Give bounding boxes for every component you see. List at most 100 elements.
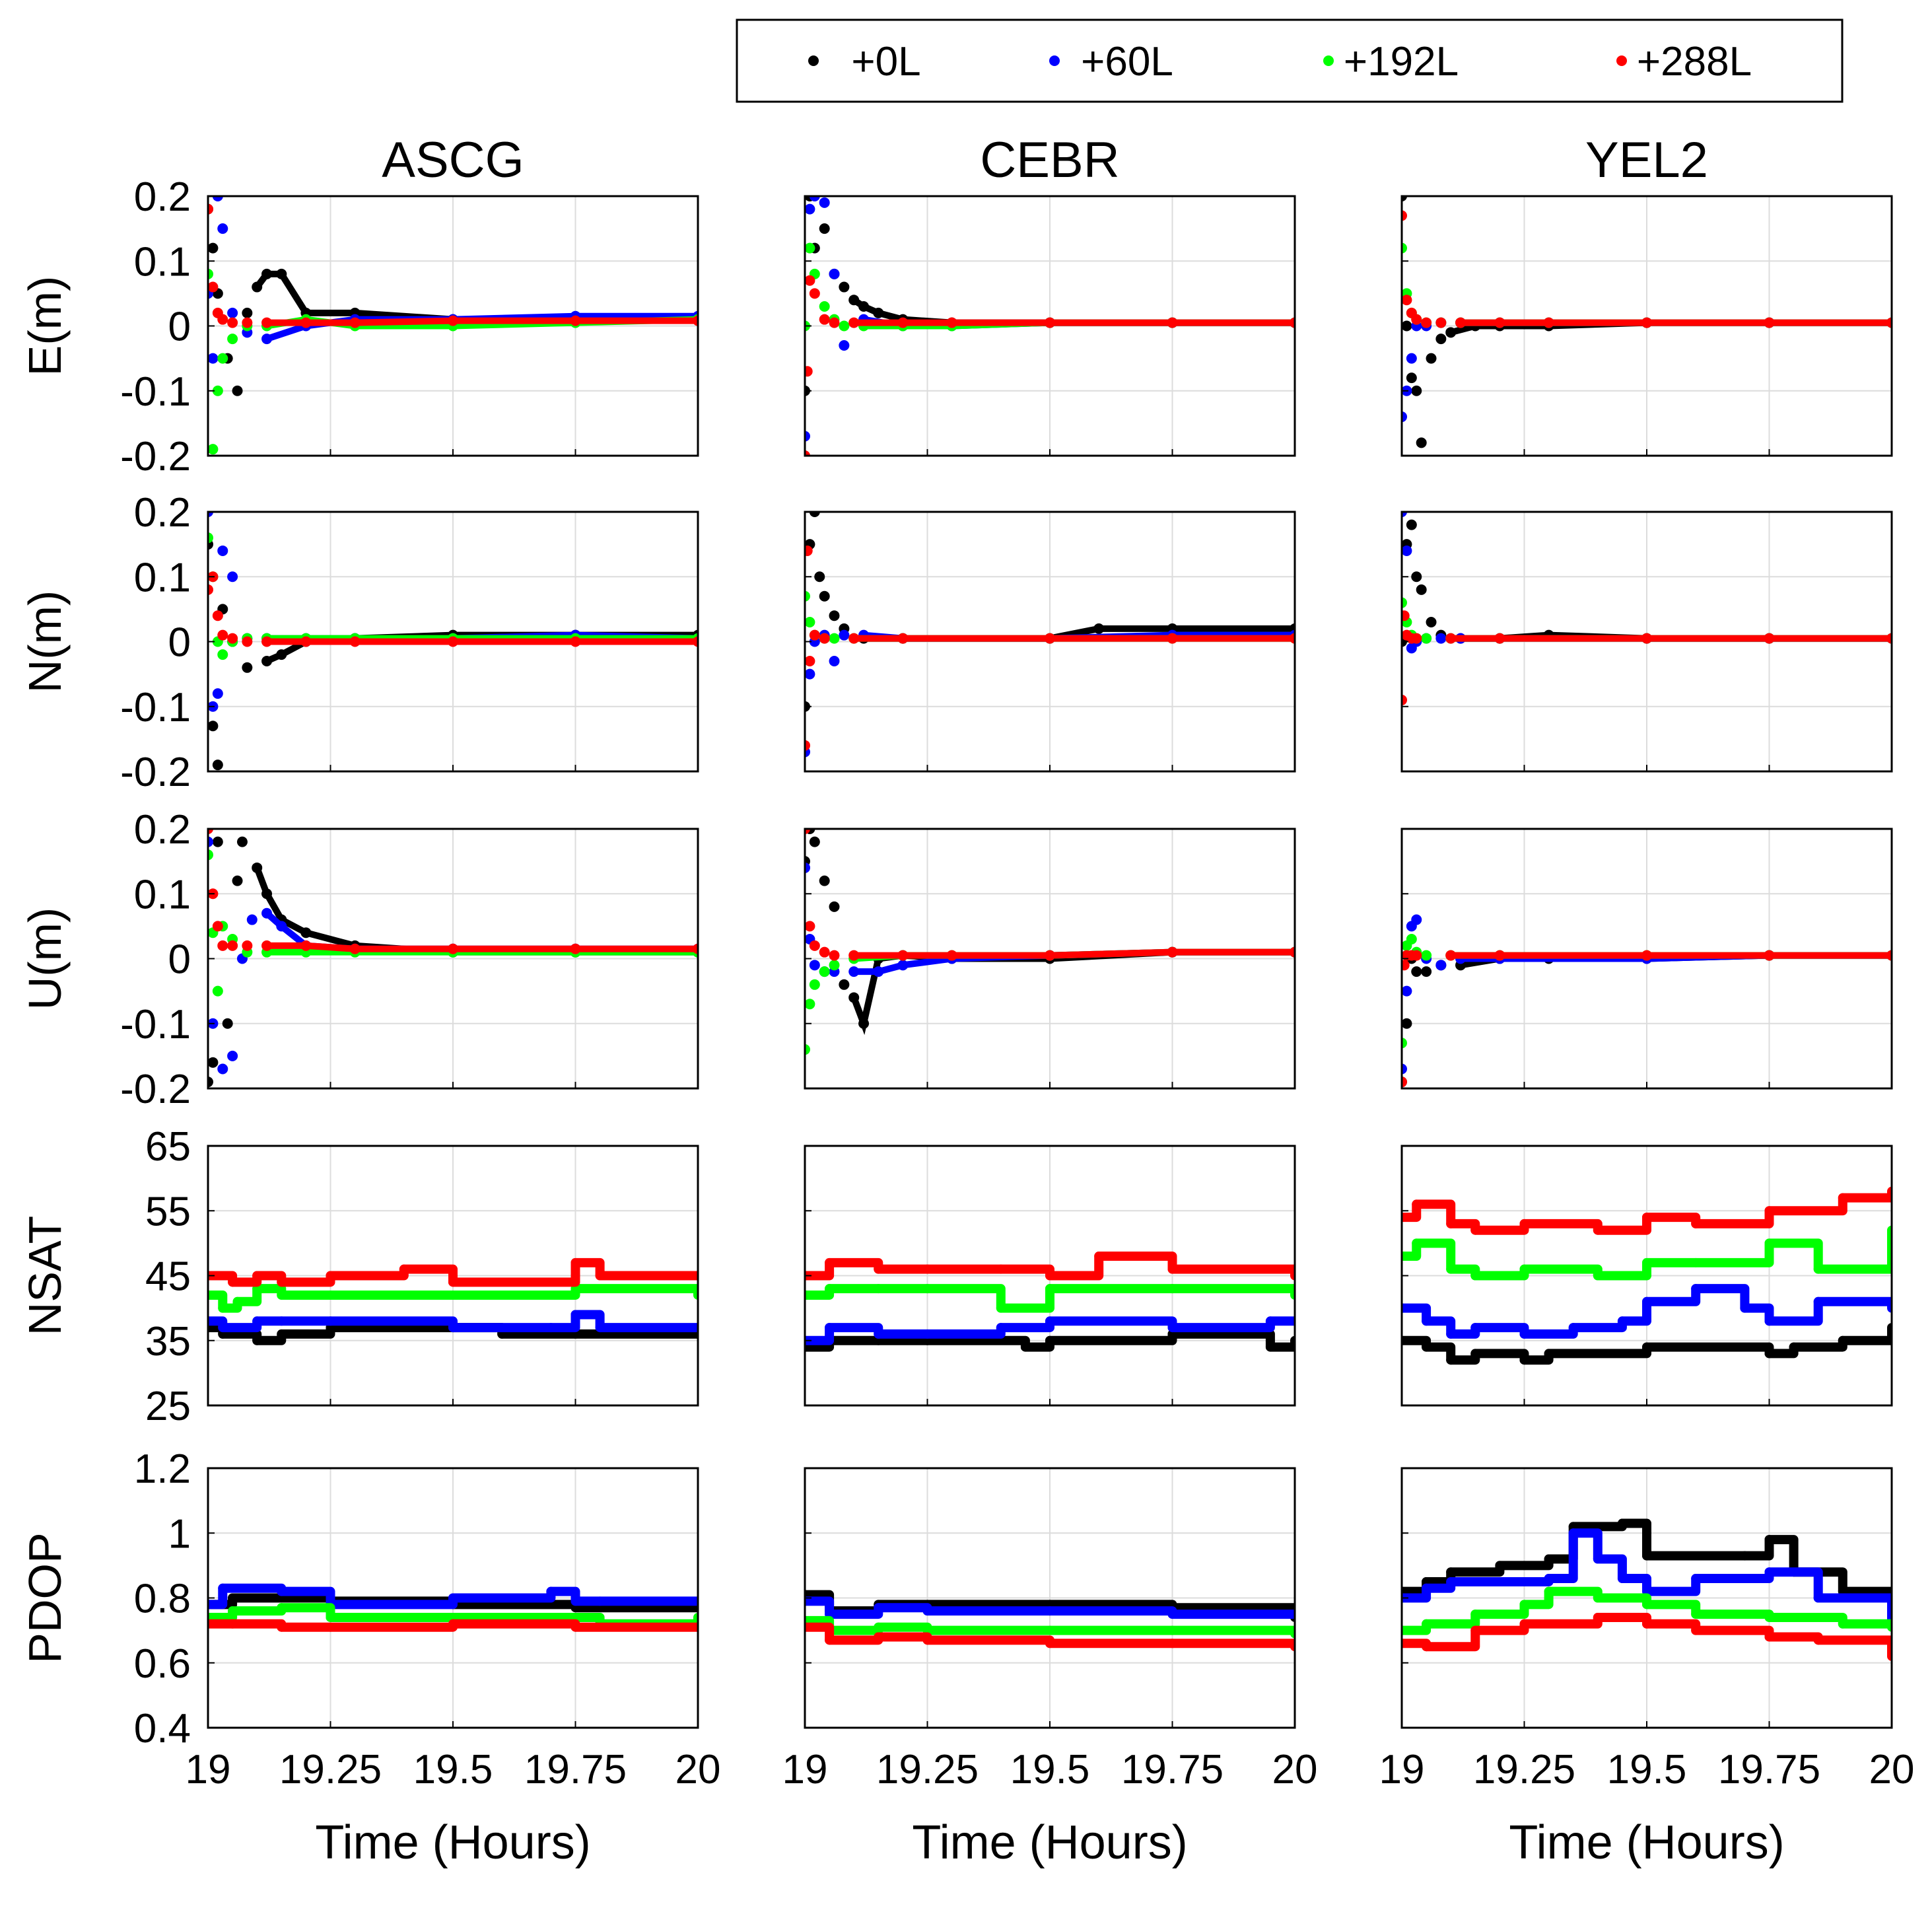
series-plus-192L-point xyxy=(326,1290,335,1300)
series-plus-60L-point xyxy=(1593,1554,1603,1564)
y-tick-label: 1 xyxy=(168,1511,191,1557)
panel-cebr-nsat xyxy=(804,1145,1296,1407)
series-plus-0L-point xyxy=(1435,334,1447,345)
series-plus-60L-point xyxy=(1691,1574,1701,1584)
series-plus-60L-point xyxy=(1290,1610,1295,1619)
series-plus-60L-point xyxy=(805,431,810,442)
series-plus-60L-point xyxy=(1568,1323,1578,1333)
series-plus-60L-point xyxy=(1406,353,1417,364)
y-tick-label: 45 xyxy=(145,1254,191,1300)
series-plus-192L-point xyxy=(805,590,810,602)
series-plus-288L-point xyxy=(227,633,238,644)
series-plus-192L-point xyxy=(228,1606,238,1616)
panel-cebr-e xyxy=(804,195,1296,457)
series-plus-60L-point xyxy=(1402,512,1407,517)
series-plus-60L-point xyxy=(1764,1567,1774,1577)
y-axis-label: PDOP xyxy=(19,1532,71,1663)
x-tick-label: 19 xyxy=(186,1747,231,1792)
series-plus-0L-point xyxy=(208,242,219,254)
x-tick-label: 19.5 xyxy=(413,1747,493,1792)
series-group xyxy=(805,829,1295,1055)
series-plus-60L-point xyxy=(1167,1610,1177,1619)
series-plus-60L-point xyxy=(809,960,820,971)
series-plus-288L-point xyxy=(1167,1639,1177,1648)
series-plus-192L-point xyxy=(1406,934,1417,945)
series-plus-60L-point xyxy=(1519,1329,1529,1339)
series-plus-0L-point xyxy=(1411,571,1422,583)
series-plus-60L-point xyxy=(1740,1303,1750,1313)
series-group xyxy=(805,196,1295,456)
series-plus-192L-point xyxy=(227,334,238,345)
panel-yel2-nsat xyxy=(1400,1145,1893,1407)
series-plus-60L-point xyxy=(1045,1316,1054,1326)
series-plus-192L-point xyxy=(1402,1252,1406,1261)
x-axis-label: Time (Hours) xyxy=(912,1816,1187,1869)
series-plus-0L-point xyxy=(829,901,840,912)
y-tick-label: 0.1 xyxy=(134,239,191,285)
y-tick-label: -0.1 xyxy=(120,1002,191,1047)
series-plus-0L-point xyxy=(809,512,820,517)
series-plus-192L-point xyxy=(208,444,219,455)
station-titles: ASCG CEBR YEL2 xyxy=(382,132,1708,188)
series-group xyxy=(208,1257,698,1345)
y-tick-label: 0.1 xyxy=(134,555,191,600)
series-group xyxy=(805,1590,1295,1652)
series-plus-192L-point xyxy=(874,1284,883,1294)
series-plus-288L-point xyxy=(1402,210,1407,221)
series-plus-288L-point xyxy=(1470,1225,1480,1235)
series-plus-192L-point xyxy=(232,1296,242,1306)
series-plus-288L-point xyxy=(1167,1264,1177,1274)
series-plus-60L-point xyxy=(546,1323,556,1333)
series-plus-288L-point xyxy=(1402,610,1410,621)
series-plus-60L-point xyxy=(227,307,238,318)
series-plus-192L-point xyxy=(693,1290,698,1300)
series-plus-0L-point xyxy=(1045,1335,1054,1345)
series-plus-192L-point xyxy=(819,966,830,977)
panel-cebr-pdop: 19 19.25 19.5 19.75 20 Time (Hours) xyxy=(782,1467,1317,1869)
series-plus-0L-point xyxy=(208,721,219,732)
series-plus-288L-point xyxy=(227,940,238,951)
series-plus-288L-point xyxy=(1411,633,1422,644)
y-axis-label: E(m) xyxy=(19,276,71,376)
series-plus-288L-point xyxy=(1642,1213,1651,1222)
series-plus-0L-point xyxy=(1416,584,1427,595)
series-plus-0L-point xyxy=(819,223,830,234)
series-plus-288L-point xyxy=(1446,1219,1456,1228)
series-plus-192L-point xyxy=(1422,1619,1432,1629)
series-plus-288L-point xyxy=(1887,1186,1892,1196)
y-tick-label: -0.2 xyxy=(120,1067,191,1112)
series-plus-0L-point xyxy=(1406,372,1417,384)
series-plus-60L-point xyxy=(252,1316,262,1326)
series-plus-0L-point xyxy=(236,836,248,847)
series-plus-192L-point xyxy=(996,1303,1006,1313)
series-plus-0L-point xyxy=(1426,617,1437,628)
series-plus-288L-point xyxy=(805,1622,810,1632)
series-plus-60L-point xyxy=(1568,1528,1578,1538)
series-group xyxy=(1402,1186,1892,1365)
series-plus-0L-point xyxy=(819,875,830,886)
series-plus-0L-point xyxy=(242,662,253,673)
series-plus-288L-point xyxy=(1887,1651,1892,1661)
series-plus-192L-point xyxy=(1167,1284,1177,1294)
series-plus-288L-point xyxy=(208,1619,213,1629)
series-plus-288L-point xyxy=(1691,1625,1701,1635)
series-plus-288L-point xyxy=(1519,1219,1529,1228)
series-plus-0L-point xyxy=(1416,437,1427,448)
series-plus-288L-point xyxy=(805,921,815,932)
series-plus-0L-point xyxy=(1411,966,1422,977)
series-plus-288L-point xyxy=(1813,1635,1823,1645)
series-plus-0L-point xyxy=(1290,1335,1295,1345)
series-plus-60L-point xyxy=(874,1329,883,1339)
series-plus-0L-point xyxy=(1544,1554,1554,1564)
series-plus-288L-point xyxy=(1519,1619,1529,1629)
series-plus-192L-point xyxy=(1045,1284,1054,1294)
series-plus-288L-point xyxy=(217,314,228,325)
series-plus-60L-point xyxy=(208,512,213,517)
x-tick-label: 19.25 xyxy=(1473,1747,1575,1792)
panel-grid: -0.2-0.100.10.2E(m)-0.2-0.100.10.2N(m)-0… xyxy=(19,174,1914,1869)
series-plus-0L-point xyxy=(1764,1535,1774,1545)
series-plus-288L-point xyxy=(1290,1271,1295,1281)
series-plus-288L-point xyxy=(809,288,820,299)
series-plus-0L-point xyxy=(1740,1551,1750,1561)
series-plus-192L-point xyxy=(208,268,213,279)
